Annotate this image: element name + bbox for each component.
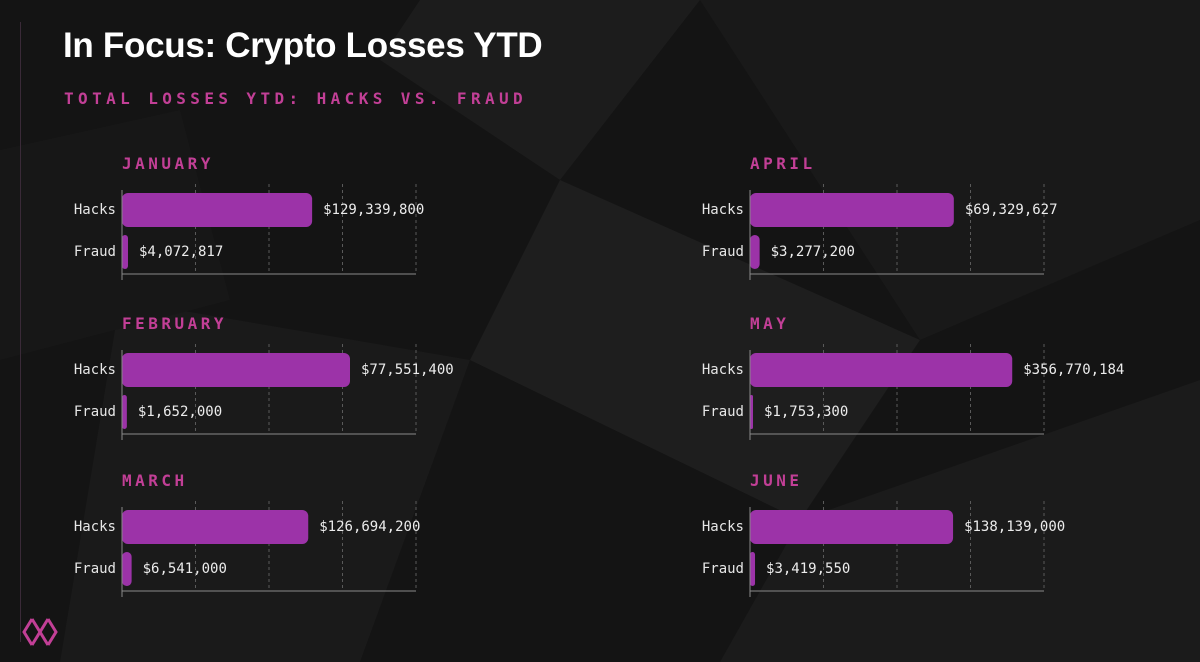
bar-fraud [122,395,127,429]
page-title: In Focus: Crypto Losses YTD [63,26,543,65]
category-label-fraud: Fraud [701,561,744,577]
category-label-fraud: Fraud [73,561,116,577]
bar-hacks [122,353,351,387]
bar-fraud [750,552,756,586]
left-accent-line [20,22,21,642]
category-label-hacks: Hacks [701,519,744,535]
bar-hacks [750,193,954,227]
category-label-fraud: Fraud [701,404,744,420]
chart-panel-may: MAY Hacks Fraud $356,770,184 $1,753,300 [692,314,1132,454]
month-title: JANUARY [122,154,214,173]
bar-chart-april [749,184,1045,280]
bar-hacks [750,510,954,544]
month-title: FEBRUARY [122,314,228,333]
value-label-fraud: $3,419,550 [766,561,851,577]
chart-subtitle: TOTAL LOSSES YTD: HACKS VS. FRAUD [64,89,528,108]
value-label-hacks: $77,551,400 [361,362,454,378]
category-label-hacks: Hacks [73,519,116,535]
bar-chart-march [121,501,417,597]
category-label-fraud: Fraud [73,244,116,260]
category-label-hacks: Hacks [701,202,744,218]
month-title: MARCH [122,471,188,490]
bar-chart-january [121,184,417,280]
value-label-hacks: $69,329,627 [964,202,1058,218]
category-label-hacks: Hacks [73,202,116,218]
bar-fraud [750,395,753,429]
bar-hacks [750,353,1013,387]
month-title: MAY [750,314,790,333]
chart-panel-june: JUNE Hacks Fraud $138,139,000 $3,419,550 [692,471,1132,611]
value-label-hacks: $129,339,800 [323,202,425,218]
value-label-fraud: $3,277,200 [770,244,855,260]
category-label-fraud: Fraud [701,244,744,260]
value-label-hacks: $126,694,200 [319,519,421,535]
month-title: APRIL [750,154,816,173]
value-label-fraud: $4,072,817 [138,244,224,260]
value-label-fraud: $1,753,300 [764,404,849,420]
bar-chart-february [121,344,417,440]
category-label-fraud: Fraud [73,404,116,420]
chart-panel-april: APRIL Hacks Fraud $69,329,627 $3,277,200 [692,154,1132,294]
brand-logo-icon [22,618,58,646]
bar-hacks [122,510,309,544]
bar-chart-may [749,344,1045,440]
category-label-hacks: Hacks [701,362,744,378]
value-label-fraud: $6,541,000 [142,561,227,577]
category-label-hacks: Hacks [73,362,116,378]
month-title: JUNE [750,471,803,490]
value-label-hacks: $356,770,184 [1023,362,1125,378]
bar-fraud [750,235,760,269]
bar-hacks [122,193,313,227]
bar-fraud [122,552,132,586]
bar-fraud [122,235,128,269]
chart-panel-february: FEBRUARY Hacks Fraud $77,551,400 $1,652,… [64,314,504,454]
bar-chart-june [749,501,1045,597]
chart-panel-january: JANUARY Hacks Fraud $129,339,800 $4,072,… [64,154,504,294]
value-label-hacks: $138,139,000 [964,519,1066,535]
value-label-fraud: $1,652,000 [137,404,223,420]
chart-panel-march: MARCH Hacks Fraud $126,694,200 $6,541,00… [64,471,504,611]
